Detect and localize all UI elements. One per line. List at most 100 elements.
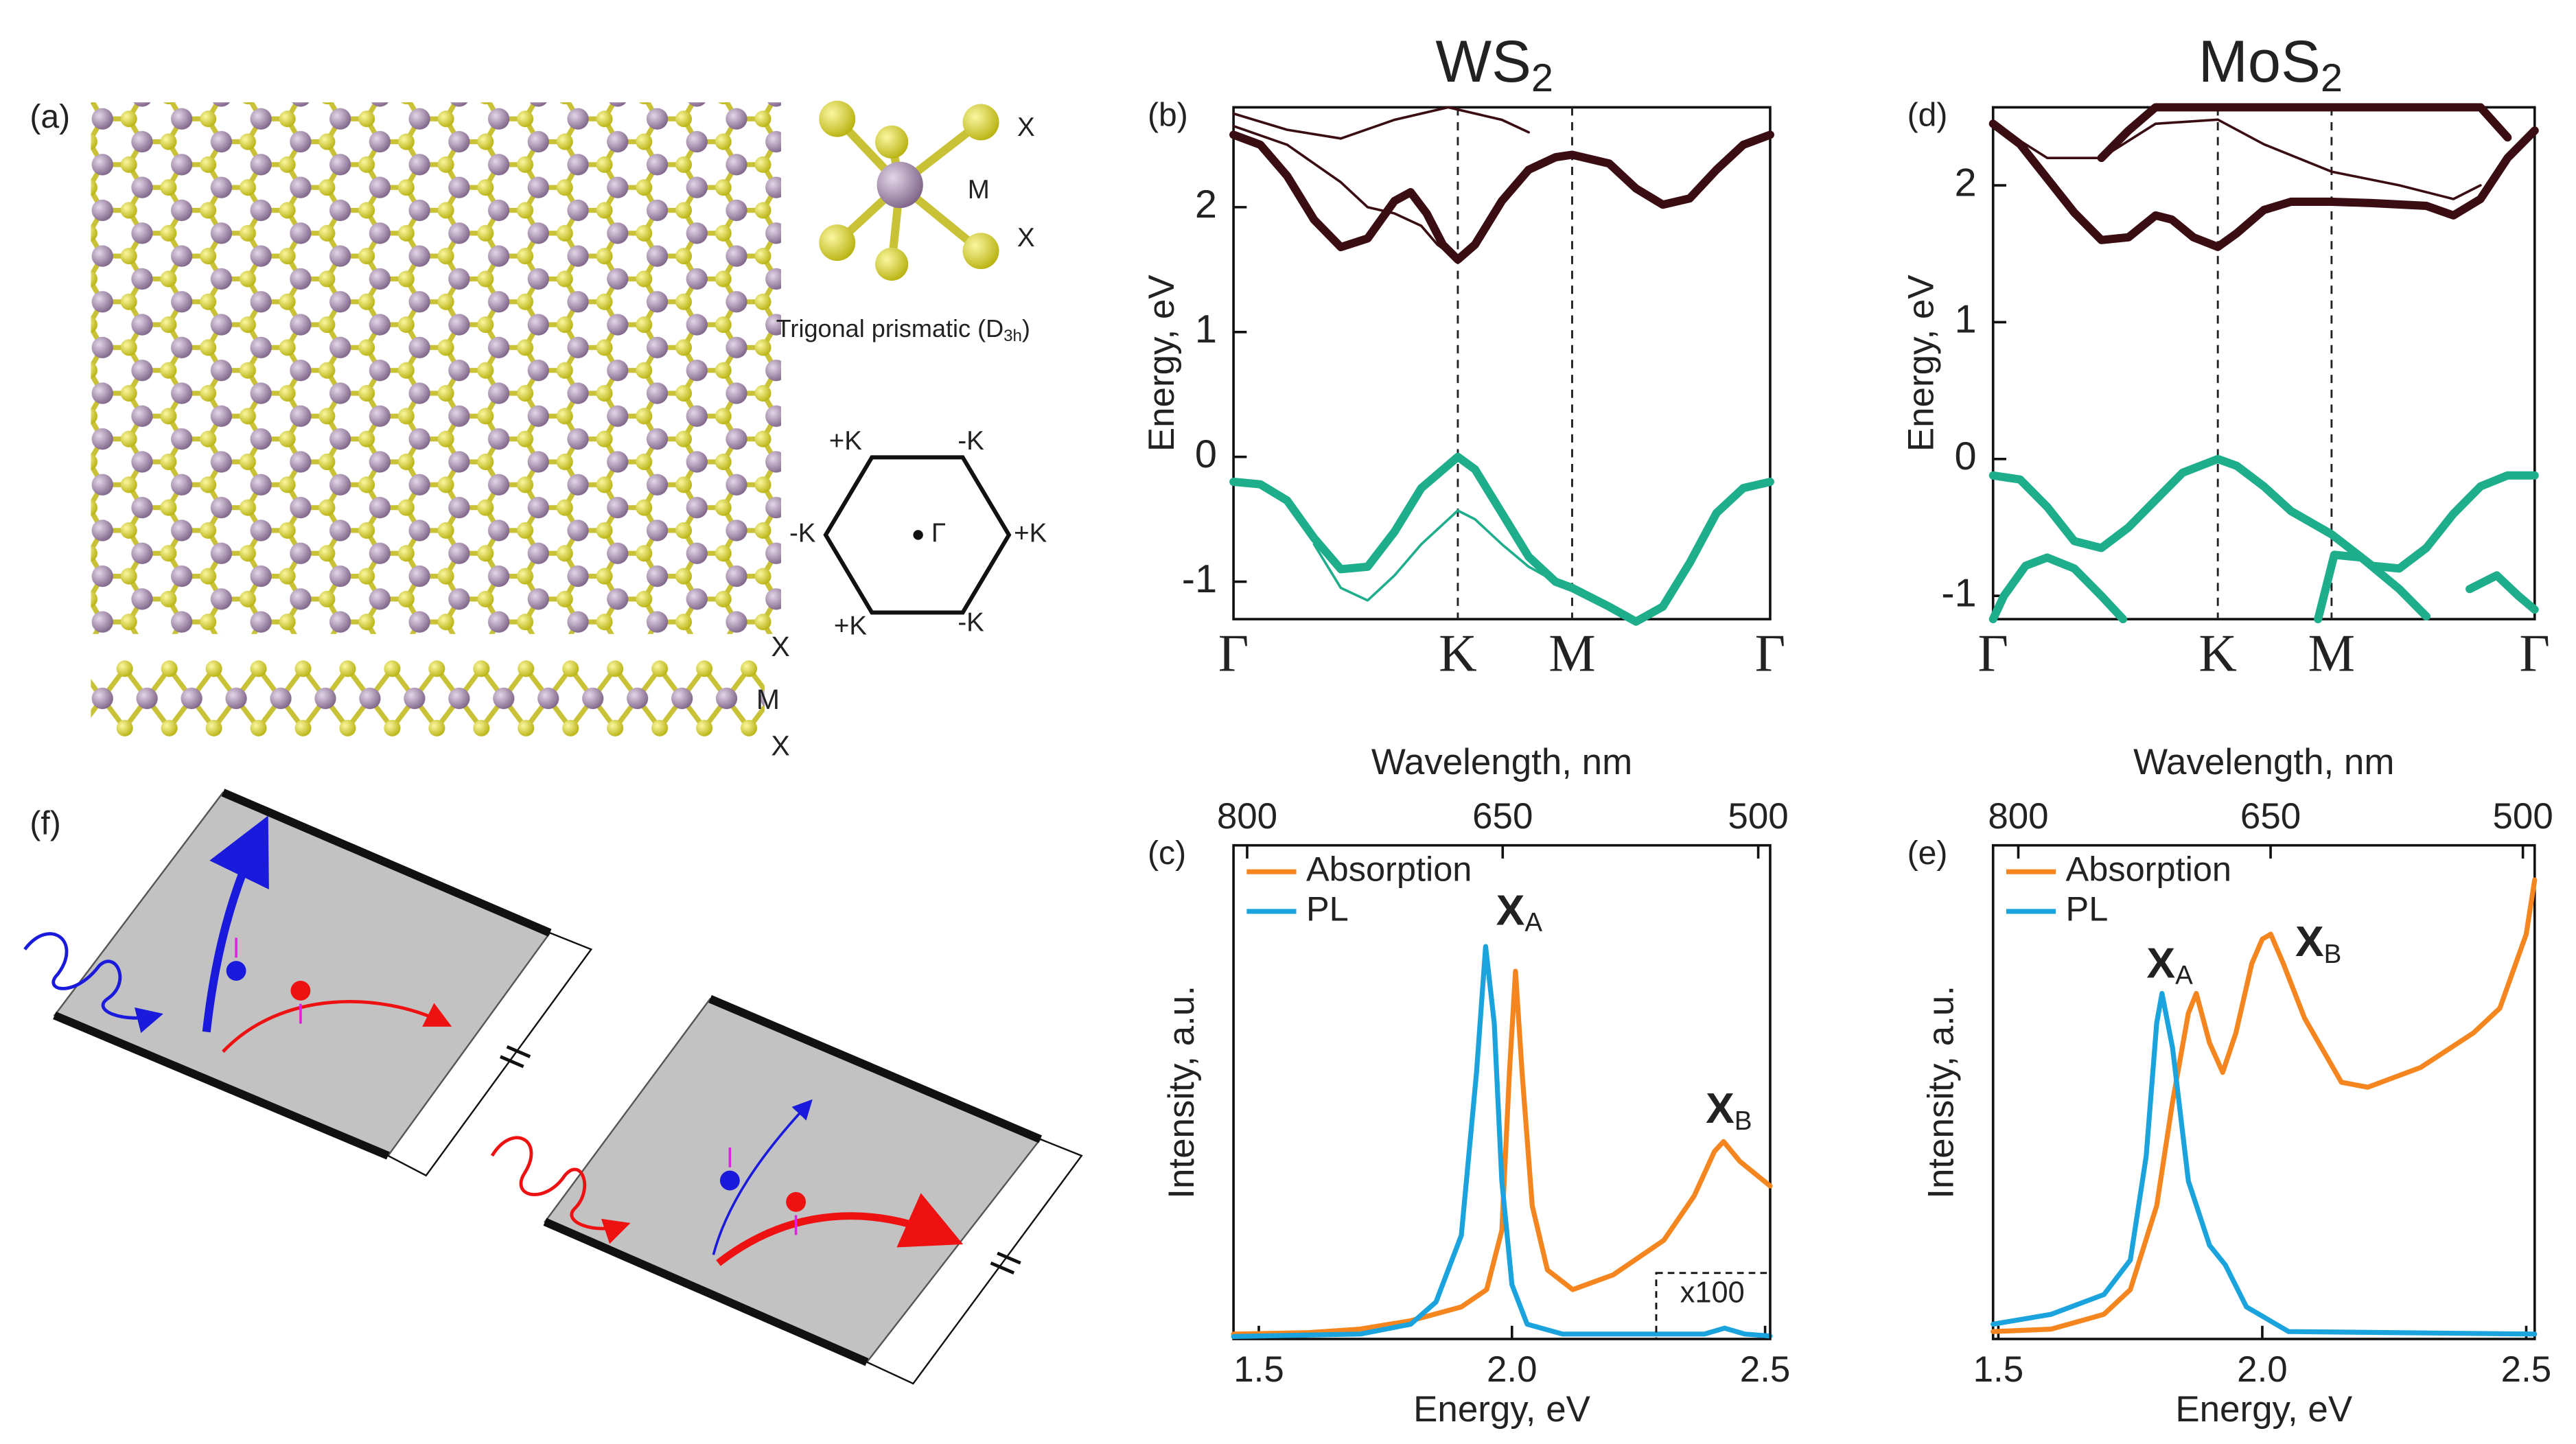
x-tick-label: M [1548, 624, 1595, 683]
annotation-sub: B [1734, 1106, 1752, 1136]
x2-tick-label: 500 [2492, 796, 2553, 837]
series-line [1231, 944, 1773, 1339]
series-line [1988, 454, 2539, 573]
inset-box [1655, 1272, 1772, 1340]
x-tick-label: Γ [2520, 624, 2550, 683]
caption-end: ) [1022, 314, 1030, 342]
annotation-text: X [2146, 939, 2175, 987]
y-tick-label: 0 [1195, 432, 1217, 476]
device-1 [23, 789, 593, 1177]
title-sub: 2 [2321, 56, 2343, 100]
k-label: +K [829, 426, 862, 456]
k-label: +K [834, 611, 867, 640]
annotation-sub: A [1524, 908, 1542, 938]
x2-axis-label: Wavelength, nm [2133, 742, 2394, 782]
y-tick-label: 0 [1955, 434, 1977, 478]
gamma-point [913, 530, 923, 540]
x2-tick-label: 500 [1728, 796, 1788, 837]
plot-frame [1991, 843, 2536, 1340]
series-line [1991, 118, 2482, 200]
lattice-side-view [91, 652, 765, 752]
x-tick-label: K [2198, 624, 2237, 683]
k-label: -K [958, 426, 984, 456]
panel-label: (d) [1907, 97, 1948, 134]
x2-tick-label: 650 [1472, 796, 1533, 837]
x-axis-label: Energy, eV [1413, 1389, 1591, 1430]
atom-label: X [771, 631, 790, 662]
panel-label: (e) [1907, 835, 1948, 872]
y-tick-label: 1 [1955, 298, 1977, 342]
x-tick-label: Γ [1977, 624, 2008, 683]
inset-label: x100 [1680, 1276, 1745, 1309]
y-tick-label: -1 [1182, 557, 1217, 601]
panel-label: (c) [1148, 835, 1186, 872]
panel-label: (a) [30, 98, 70, 135]
brillouin-zone [823, 455, 1012, 615]
legend-label: Absorption [2066, 850, 2231, 889]
annotation-sub: A [2175, 961, 2193, 990]
x-tick-label: 2.0 [1487, 1349, 1538, 1390]
k-label: +K [1014, 519, 1047, 548]
x-tick-label: K [1439, 624, 1477, 683]
series-line [1991, 877, 2538, 1334]
caption-sub: 3h [1003, 327, 1022, 345]
y-axis-label: Intensity, a.u. [1921, 986, 1962, 1199]
y-axis-label: Intensity, a.u. [1161, 986, 1202, 1199]
k-label: -K [789, 519, 816, 548]
title-text: MoS [2198, 29, 2321, 95]
caption: Trigonal prismatic (D3h) [776, 314, 1030, 345]
series-line [1229, 452, 1774, 626]
x-tick-label: Γ [1755, 624, 1786, 683]
atom-label: M [968, 175, 990, 205]
annotation: XA [2146, 939, 2193, 990]
series-line [1991, 990, 2538, 1337]
series-line [1229, 130, 1774, 264]
atom-label: X [1017, 223, 1035, 253]
atom-label: X [771, 730, 790, 762]
series-line [1312, 509, 1574, 602]
x-tick-label: Γ [1218, 624, 1249, 683]
y-axis-label: Energy, eV [1141, 275, 1182, 452]
chart-title: MoS2 [2198, 29, 2343, 100]
legend-label: Absorption [1306, 850, 1472, 889]
series-line [2097, 103, 2512, 163]
annotation-text: X [1496, 886, 1525, 934]
annotation: XA [1496, 886, 1543, 938]
plot-area [1991, 877, 2538, 1337]
plot-frame [1232, 106, 1772, 620]
series-line [1232, 124, 1459, 261]
panel-label: (b) [1148, 97, 1188, 134]
x-tick-label: 1.5 [1233, 1349, 1284, 1390]
series-line [1988, 550, 2539, 624]
x-tick-label: 2.5 [2501, 1349, 2552, 1390]
series-line [1232, 106, 1530, 140]
plot-area [1231, 944, 1773, 1339]
panel-label: (f) [30, 805, 60, 842]
atom-label: M [756, 684, 780, 715]
x-tick-label: M [2308, 624, 2355, 683]
plot-frame [1232, 843, 1772, 1340]
plot-area [1229, 106, 1774, 626]
y-tick-label: 1 [1195, 307, 1217, 351]
prism-icon [819, 100, 999, 281]
y-tick-label: 2 [1195, 183, 1217, 226]
x2-tick-label: 800 [1988, 796, 2048, 837]
caption-text: Trigonal prismatic (D [776, 314, 1003, 342]
annotation: XB [1706, 1084, 1752, 1136]
annotation: XB [2295, 918, 2341, 969]
series-line [1988, 119, 2539, 251]
legend-label: PL [1306, 889, 1349, 928]
title-sub: 2 [1531, 56, 1553, 100]
x2-axis-label: Wavelength, nm [1371, 742, 1632, 782]
lattice-top-view [91, 102, 781, 634]
annotation-text: X [2295, 918, 2324, 966]
title-text: WS [1435, 29, 1531, 95]
plot-area [1988, 103, 2539, 624]
y-tick-label: 2 [1955, 161, 1977, 205]
x-axis-label: Energy, eV [2175, 1389, 2353, 1430]
x-tick-label: 2.5 [1740, 1349, 1791, 1390]
atom-label: X [1017, 113, 1035, 142]
x-tick-label: 2.0 [2237, 1349, 2288, 1390]
x-tick-label: 1.5 [1973, 1349, 2024, 1390]
